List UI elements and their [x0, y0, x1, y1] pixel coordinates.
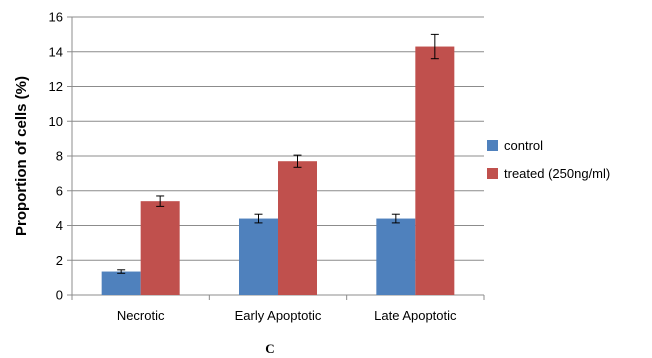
y-tick-label: 14 — [49, 44, 63, 59]
y-tick-label: 6 — [56, 183, 63, 198]
y-axis-label: Proportion of cells (%) — [13, 76, 30, 236]
x-category-label: Early Apoptotic — [235, 308, 322, 323]
legend-swatch — [487, 168, 498, 179]
legend: control treated (250ng/ml) — [487, 138, 610, 181]
y-tick-label: 10 — [49, 114, 63, 129]
legend-swatch — [487, 140, 498, 151]
y-tick-label: 8 — [56, 149, 63, 164]
legend-label: treated (250ng/ml) — [504, 166, 610, 181]
bar — [376, 218, 416, 295]
bar — [239, 218, 278, 295]
x-category-labels: Necrotic Early Apoptotic Late Apoptotic — [117, 308, 457, 323]
legend-label: control — [504, 138, 543, 153]
bar — [278, 161, 317, 295]
panel-label: C — [265, 341, 274, 356]
error-bars — [117, 33, 439, 274]
y-tick-label: 0 — [56, 288, 63, 303]
x-category-label: Late Apoptotic — [374, 308, 457, 323]
bars — [101, 46, 455, 295]
x-category-label: Necrotic — [117, 308, 165, 323]
bar — [101, 271, 141, 295]
y-tick-label: 4 — [56, 218, 63, 233]
y-tick-labels: 0 2 4 6 8 10 12 14 16 — [49, 10, 63, 303]
bar — [415, 46, 455, 295]
bar — [140, 201, 180, 295]
y-tick-label: 12 — [49, 79, 63, 94]
y-tick-label: 16 — [49, 10, 63, 25]
y-tick-label: 2 — [56, 253, 63, 268]
